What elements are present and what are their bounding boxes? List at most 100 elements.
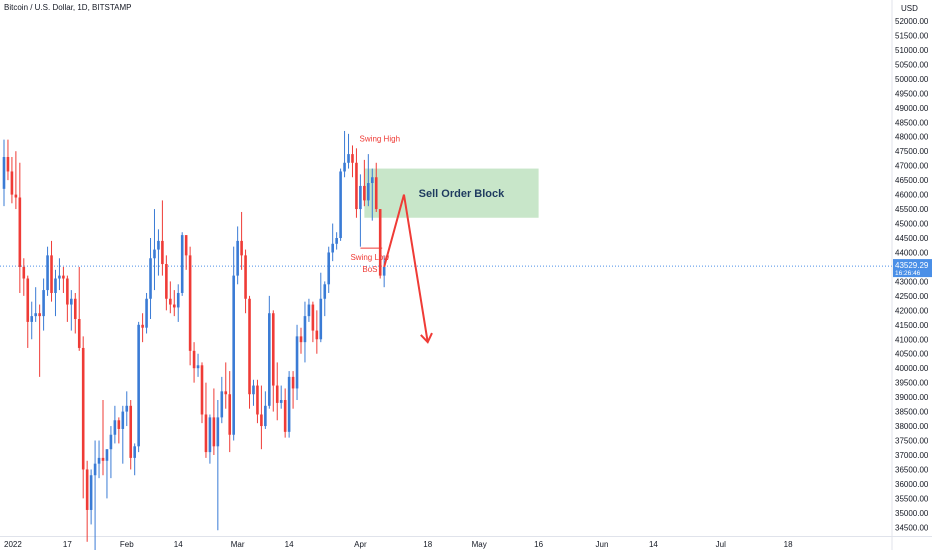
candle (89, 469, 93, 525)
candle (129, 400, 133, 470)
candle (70, 290, 73, 331)
x-tick-label: Apr (354, 540, 367, 549)
current-price-value: 43529.29 (895, 261, 929, 270)
candle (42, 278, 45, 331)
order-block-layer: Sell Order Block (364, 168, 539, 218)
y-tick-label: 34500.00 (895, 523, 929, 532)
y-tick-label: 44500.00 (895, 234, 929, 243)
candle (299, 327, 303, 354)
candle (378, 209, 382, 279)
candle (109, 426, 113, 479)
candle (343, 130, 346, 178)
x-tick-label: 14 (285, 540, 294, 549)
candle (268, 295, 271, 409)
candle (323, 281, 327, 317)
y-tick-label: 51500.00 (895, 31, 929, 40)
candle (121, 405, 125, 464)
candle (66, 275, 69, 322)
candle (351, 145, 354, 178)
y-tick-label: 38500.00 (895, 408, 929, 417)
candle (169, 281, 172, 314)
candle (46, 246, 49, 296)
x-tick-label: 18 (784, 540, 793, 549)
x-tick-label: Jun (596, 540, 609, 549)
candle (236, 226, 239, 285)
y-tick-label: 45000.00 (895, 220, 929, 229)
candle (295, 324, 299, 401)
candle (256, 379, 259, 424)
candle (73, 292, 77, 334)
candle (141, 313, 144, 343)
candle (275, 362, 279, 421)
candle (331, 223, 334, 262)
candle (315, 310, 319, 354)
y-tick-label: 44000.00 (895, 248, 929, 257)
candle (180, 232, 184, 296)
candle (204, 382, 208, 458)
swing-high-label: Swing High (360, 135, 400, 144)
time-axis[interactable]: 2022 17 Feb 14 Mar 14 Apr 18 May 16 Jun 14 Jul 18 (4, 540, 793, 549)
candle (113, 405, 117, 444)
x-tick-label: 2022 (4, 540, 22, 549)
candle (212, 388, 216, 455)
price-axis[interactable]: 34500.00 35000.00 35500.00 36000.00 36500.00… (893, 4, 932, 532)
x-tick-label: Feb (120, 540, 134, 549)
candle (248, 295, 251, 409)
candle (244, 249, 247, 314)
candles-layer (2, 130, 386, 550)
y-tick-label: 46500.00 (895, 176, 929, 185)
candle (6, 139, 10, 181)
candle (22, 258, 26, 296)
candle (77, 266, 81, 351)
candle (62, 266, 65, 293)
candle (157, 229, 160, 276)
candle (172, 290, 176, 317)
candle (161, 200, 164, 276)
x-tick-label: Mar (231, 540, 245, 549)
candle (93, 440, 97, 550)
candle (228, 371, 232, 453)
candle (287, 371, 291, 438)
candle (192, 342, 196, 383)
candle (264, 391, 267, 429)
x-tick-label: 14 (649, 540, 658, 549)
candle (137, 321, 140, 453)
candle (291, 371, 295, 409)
candle (18, 162, 22, 293)
candle (153, 209, 156, 291)
x-tick-label: 16 (534, 540, 543, 549)
y-tick-label: 48500.00 (895, 118, 929, 127)
candle (14, 151, 18, 210)
chart-title: Bitcoin / U.S. Dollar, 1D, BITSTAMP (4, 3, 132, 12)
candle (382, 255, 386, 288)
candle (216, 400, 220, 531)
candle (149, 238, 152, 320)
annotations-layer: Swing High Swing Low BoS (350, 135, 433, 344)
y-tick-label: 41000.00 (895, 335, 929, 344)
candle (105, 449, 109, 499)
y-tick-label: 46000.00 (895, 191, 929, 200)
candle (165, 255, 168, 311)
candle (220, 376, 224, 424)
candle (133, 443, 136, 476)
x-tick-label: 18 (423, 540, 432, 549)
candle (283, 388, 287, 438)
candle (232, 246, 235, 441)
candle (2, 139, 6, 207)
y-tick-label: 36000.00 (895, 480, 929, 489)
order-block-label: Sell Order Block (419, 188, 505, 200)
candle (117, 417, 121, 444)
y-tick-label: 38000.00 (895, 422, 929, 431)
y-tick-label: 37000.00 (895, 451, 929, 460)
candle (224, 362, 228, 409)
candle (327, 246, 331, 293)
candle (303, 301, 307, 363)
y-tick-label: 39500.00 (895, 379, 929, 388)
candle (30, 301, 34, 340)
candle (335, 232, 338, 250)
candle (145, 292, 148, 334)
countdown-value: 16:26:46 (895, 270, 921, 277)
y-tick-label: 35500.00 (895, 494, 929, 503)
candle (54, 269, 57, 317)
